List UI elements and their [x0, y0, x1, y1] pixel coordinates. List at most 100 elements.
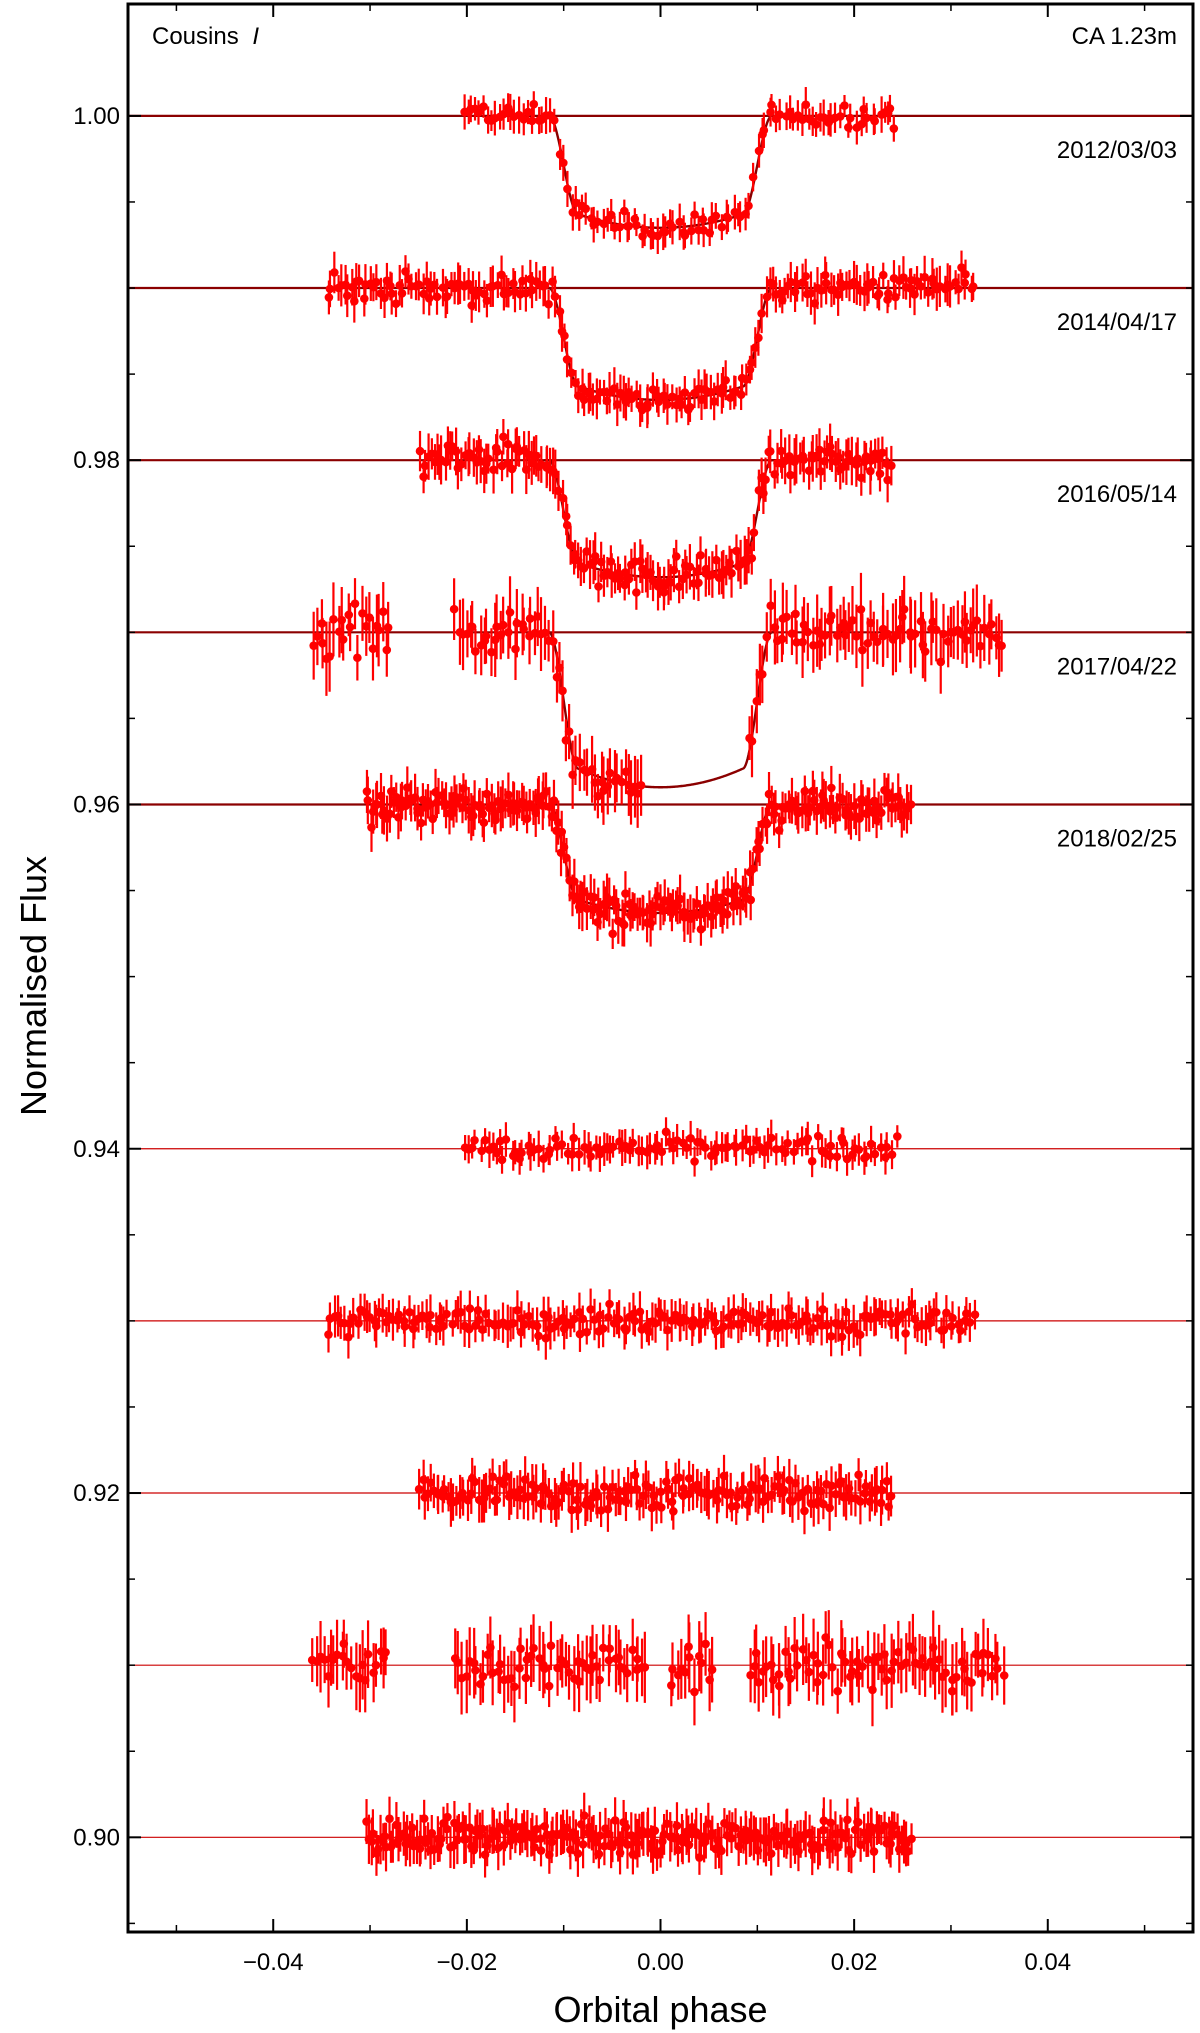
- data-point: [765, 447, 775, 456]
- data-point: [991, 1654, 1000, 1663]
- data-point: [633, 1654, 642, 1664]
- data-point: [733, 1493, 742, 1502]
- data-point: [630, 1470, 640, 1480]
- data-point: [344, 610, 354, 620]
- data-point: [773, 1472, 783, 1481]
- data-point: [346, 1663, 356, 1673]
- data-point: [792, 1661, 802, 1670]
- data-point: [574, 1149, 584, 1159]
- data-point: [632, 389, 642, 399]
- data-point: [824, 1640, 834, 1650]
- data-point: [983, 1650, 993, 1659]
- data-point: [663, 1484, 673, 1494]
- data-point: [731, 1143, 741, 1152]
- data-point: [385, 809, 395, 819]
- data-point: [723, 1142, 732, 1152]
- data-point: [660, 227, 670, 237]
- data-point: [551, 1134, 560, 1143]
- data-point: [529, 1643, 538, 1653]
- data-point: [832, 1152, 842, 1161]
- data-point: [883, 629, 892, 639]
- data-point: [569, 1314, 579, 1324]
- data-point: [874, 289, 884, 299]
- data-point: [947, 1321, 956, 1331]
- data-point: [479, 818, 489, 827]
- data-point: [910, 629, 920, 639]
- data-point: [662, 1819, 672, 1829]
- data-point: [887, 1150, 897, 1159]
- transit-date-label: 2016/05/14: [1057, 481, 1177, 508]
- data-point: [732, 546, 741, 556]
- data-point: [493, 280, 503, 290]
- data-point: [826, 1141, 836, 1151]
- data-point: [838, 1321, 847, 1330]
- x-tick-label: −0.02: [436, 1949, 497, 1976]
- data-point: [749, 528, 759, 537]
- data-point: [661, 1127, 671, 1137]
- data-point: [999, 1671, 1009, 1680]
- data-point: [544, 1681, 554, 1691]
- data-point: [617, 777, 626, 787]
- data-point: [510, 1147, 520, 1157]
- data-point: [324, 1330, 333, 1339]
- data-point: [524, 1311, 534, 1321]
- data-point: [920, 647, 930, 656]
- data-point: [654, 397, 663, 407]
- data-point: [651, 1318, 660, 1328]
- data-point: [622, 1668, 632, 1678]
- data-point: [380, 1832, 390, 1841]
- data-point: [505, 608, 515, 617]
- data-point: [885, 104, 895, 113]
- data-point: [582, 1327, 592, 1337]
- data-point: [498, 620, 508, 630]
- data-point: [827, 1662, 837, 1672]
- data-point: [575, 1308, 584, 1317]
- data-point: [876, 808, 886, 817]
- data-point: [640, 1663, 650, 1672]
- data-point: [813, 1313, 822, 1323]
- data-point: [815, 445, 824, 455]
- data-point: [782, 1827, 792, 1836]
- data-point: [579, 1811, 589, 1820]
- data-point: [893, 1132, 902, 1141]
- data-point: [785, 451, 794, 461]
- data-point: [679, 1483, 688, 1493]
- data-point: [419, 1814, 429, 1823]
- transit-date-label: 2014/04/17: [1057, 309, 1177, 336]
- data-point: [495, 1659, 505, 1669]
- transit-date-label: 2017/04/22: [1057, 653, 1177, 680]
- data-point: [504, 288, 513, 298]
- data-point: [845, 113, 855, 123]
- data-point: [371, 1660, 381, 1670]
- data-point: [889, 1657, 899, 1667]
- data-point: [606, 210, 616, 220]
- data-point: [586, 1305, 595, 1314]
- y-tick-label: 0.96: [73, 791, 120, 818]
- data-point: [941, 1668, 950, 1678]
- data-point: [573, 1849, 583, 1858]
- data-point: [803, 627, 813, 637]
- data-point: [419, 472, 428, 482]
- data-point: [623, 1840, 632, 1849]
- data-point: [523, 107, 533, 117]
- data-point: [884, 289, 893, 298]
- data-point: [877, 1485, 887, 1495]
- data-point: [907, 1834, 916, 1844]
- data-point: [831, 813, 840, 822]
- data-point: [576, 1482, 585, 1492]
- data-point: [761, 475, 770, 485]
- data-point: [569, 1133, 579, 1143]
- data-point: [920, 1662, 930, 1672]
- annotations: Cousins I CA 1.23m 2012/03/03 2014/04/17 2…: [152, 23, 1177, 852]
- data-point: [442, 1309, 451, 1319]
- data-point: [870, 1149, 880, 1159]
- data-point: [866, 456, 876, 465]
- data-point: [605, 768, 615, 778]
- data-point: [469, 1658, 479, 1668]
- plot-frame: [126, 2, 1195, 1934]
- data-point: [821, 278, 831, 288]
- data-point: [478, 1672, 488, 1681]
- data-point: [804, 1667, 814, 1677]
- data-point: [848, 615, 857, 625]
- data-point: [850, 801, 859, 811]
